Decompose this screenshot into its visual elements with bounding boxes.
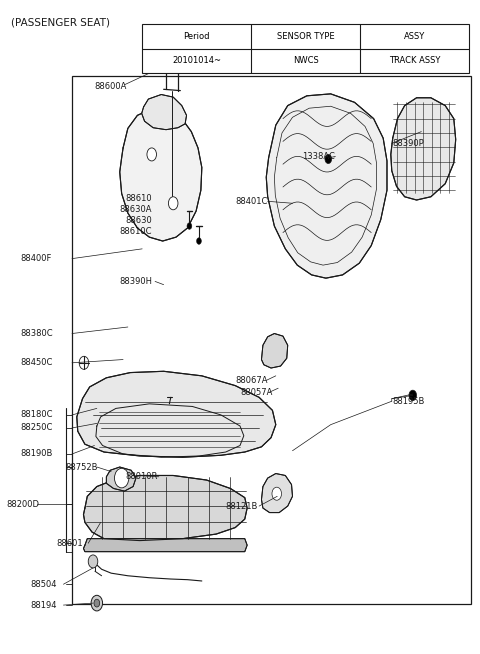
Text: 88200D: 88200D — [6, 500, 39, 509]
Text: TRACK ASSY: TRACK ASSY — [389, 56, 440, 65]
Text: 88450C: 88450C — [21, 358, 53, 368]
Polygon shape — [262, 473, 292, 513]
Circle shape — [168, 197, 178, 210]
Text: 88195B: 88195B — [393, 398, 425, 406]
Polygon shape — [107, 467, 136, 491]
Text: Period: Period — [183, 32, 210, 41]
Text: 88067A: 88067A — [235, 376, 268, 385]
Polygon shape — [391, 97, 456, 200]
Text: 88390H: 88390H — [120, 277, 153, 286]
Text: 88601: 88601 — [56, 539, 83, 547]
Text: 88600A: 88600A — [95, 82, 127, 90]
Circle shape — [91, 595, 103, 611]
Text: 88630: 88630 — [125, 216, 152, 226]
Bar — [72, 77, 471, 604]
Bar — [142, 24, 469, 73]
Circle shape — [88, 555, 98, 568]
Circle shape — [197, 238, 201, 245]
Circle shape — [115, 468, 129, 488]
Polygon shape — [147, 29, 195, 70]
Text: 88390P: 88390P — [393, 139, 424, 148]
Polygon shape — [77, 371, 276, 457]
Circle shape — [94, 599, 100, 607]
Circle shape — [409, 390, 417, 401]
Polygon shape — [84, 475, 247, 541]
Text: 20101014~: 20101014~ — [172, 56, 221, 65]
Circle shape — [325, 154, 332, 164]
Text: NWCS: NWCS — [293, 56, 319, 65]
Polygon shape — [84, 539, 247, 552]
Text: SENSOR TYPE: SENSOR TYPE — [277, 32, 335, 41]
Text: 88180C: 88180C — [21, 411, 53, 419]
Circle shape — [187, 223, 192, 230]
Polygon shape — [142, 95, 187, 129]
Circle shape — [147, 148, 156, 161]
Text: 88400F: 88400F — [21, 254, 52, 263]
Text: 88752B: 88752B — [66, 462, 98, 472]
Text: 88610: 88610 — [125, 194, 152, 203]
Text: 88057A: 88057A — [240, 388, 272, 396]
Text: 88250C: 88250C — [21, 423, 53, 432]
Text: 88401C: 88401C — [235, 197, 268, 206]
Polygon shape — [120, 109, 202, 241]
Circle shape — [272, 487, 281, 500]
Text: (PASSENGER SEAT): (PASSENGER SEAT) — [11, 18, 110, 27]
Text: 88610C: 88610C — [120, 228, 152, 237]
Text: 88504: 88504 — [30, 579, 57, 589]
Text: ASSY: ASSY — [404, 32, 425, 41]
Text: 88010R: 88010R — [125, 472, 158, 481]
Polygon shape — [262, 334, 288, 368]
Polygon shape — [266, 94, 387, 278]
Text: 1338AC: 1338AC — [302, 152, 335, 161]
Text: 88380C: 88380C — [21, 329, 53, 338]
Text: 88630A: 88630A — [120, 205, 152, 215]
Text: 88194: 88194 — [30, 600, 57, 610]
Text: 88121B: 88121B — [226, 502, 258, 511]
Text: 88190B: 88190B — [21, 449, 53, 458]
